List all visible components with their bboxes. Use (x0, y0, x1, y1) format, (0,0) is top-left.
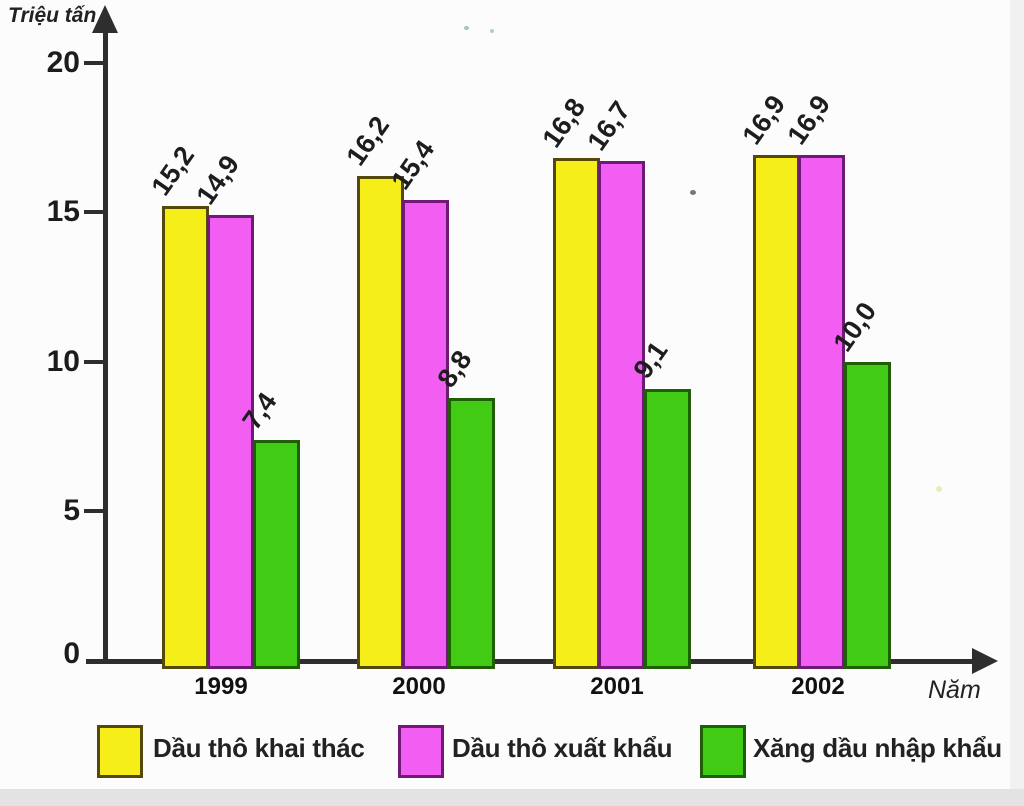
y-tick-label-10: 10 (46, 344, 80, 378)
bar-xuat-khau-2002 (798, 155, 845, 669)
page-right-margin (1010, 0, 1024, 806)
bar-xuat-khau-1999 (207, 215, 254, 669)
y-tick-label-15: 15 (46, 195, 80, 229)
bar-value-khai-thac-2001: 16,8 (536, 93, 592, 154)
bar-khai-thac-1999 (162, 206, 209, 669)
artifact-speck (490, 29, 494, 33)
y-axis-title: Triệu tấn (8, 4, 97, 27)
bar-value-khai-thac-2000: 16,2 (340, 111, 396, 172)
bar-value-xuat-khau-2002: 16,9 (781, 90, 837, 151)
y-tick-label-20: 20 (46, 45, 80, 79)
bar-khai-thac-2001 (553, 158, 600, 669)
y-tick-label-5: 5 (63, 494, 80, 528)
bar-nhap-khau-2002 (844, 361, 891, 669)
bar-khai-thac-2002 (753, 155, 800, 669)
bar-xuat-khau-2001 (598, 161, 645, 669)
x-axis-line (86, 659, 972, 664)
bar-xuat-khau-2000 (402, 200, 449, 669)
bar-nhap-khau-1999 (253, 439, 300, 669)
y-tick-mark-5 (84, 509, 104, 514)
artifact-speck (936, 486, 942, 492)
bar-nhap-khau-2001 (644, 388, 691, 669)
legend-label-khai-thac: Dầu thô khai thác (153, 733, 365, 763)
artifact-speck (464, 26, 469, 30)
legend-label-xuat-khau: Dầu thô xuất khẩu (452, 733, 673, 763)
y-tick-label-0: 0 (63, 637, 80, 670)
y-tick-mark-20 (84, 60, 104, 65)
x-category-label-2000: 2000 (392, 673, 446, 700)
x-axis-title: Năm (928, 676, 981, 704)
legend-swatch-khai-thac (97, 725, 143, 778)
page-bottom-strip (0, 789, 1024, 806)
x-axis-arrow-icon (972, 648, 998, 674)
legend-label-nhap-khau: Xăng dầu nhập khẩu (753, 733, 1002, 763)
artifact-speck (690, 190, 696, 195)
x-category-label-1999: 1999 (194, 673, 248, 700)
y-tick-mark-10 (84, 359, 104, 364)
bar-value-xuat-khau-2001: 16,7 (581, 96, 637, 157)
bar-value-khai-thac-2002: 16,9 (736, 90, 792, 151)
x-category-label-2002: 2002 (791, 673, 845, 700)
bar-nhap-khau-2000 (448, 397, 495, 669)
y-axis-line (103, 26, 108, 663)
x-category-label-2001: 2001 (590, 673, 644, 700)
bar-khai-thac-2000 (357, 176, 404, 669)
y-tick-mark-15 (84, 210, 104, 215)
y-axis-arrow-icon (92, 5, 118, 33)
legend-swatch-xuat-khau (398, 725, 444, 778)
legend-swatch-nhap-khau (700, 725, 746, 778)
